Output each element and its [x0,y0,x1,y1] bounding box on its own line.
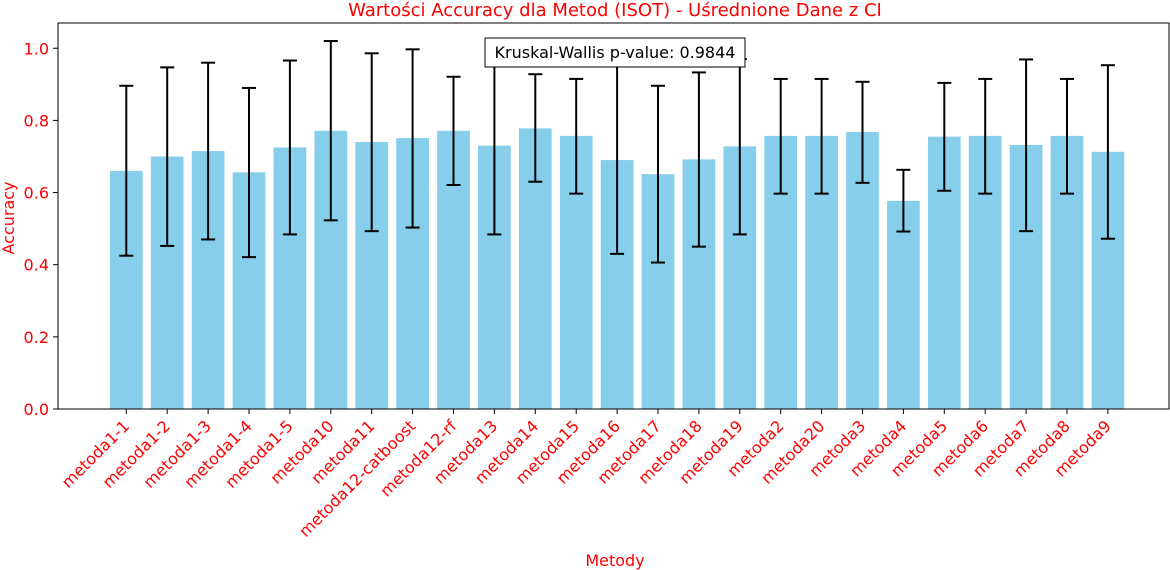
plot-frame [57,22,1170,410]
y-tick-label-0.4: 0.4 [24,256,49,275]
y-tick-label-0.8: 0.8 [24,111,49,130]
x-axis-label: Metody [585,551,644,570]
annotation-box: Kruskal-Wallis p-value: 0.9844 [484,37,746,68]
bars-group [109,128,1125,410]
y-tick-label-1.0: 1.0 [24,39,49,58]
y-tick-label-0.2: 0.2 [24,328,49,347]
bar-metoda4 [887,200,920,409]
y-tick-label-0.6: 0.6 [24,184,49,203]
error-bars-group [119,40,1115,264]
kruskal-wallis-annotation: Kruskal-Wallis p-value: 0.9844 [495,43,736,62]
y-axis-label: Accuracy [0,181,18,254]
chart-title: Wartości Accuracy dla Metod (ISOT) - Uśr… [348,0,882,21]
y-tick-label-0.0: 0.0 [24,400,49,419]
